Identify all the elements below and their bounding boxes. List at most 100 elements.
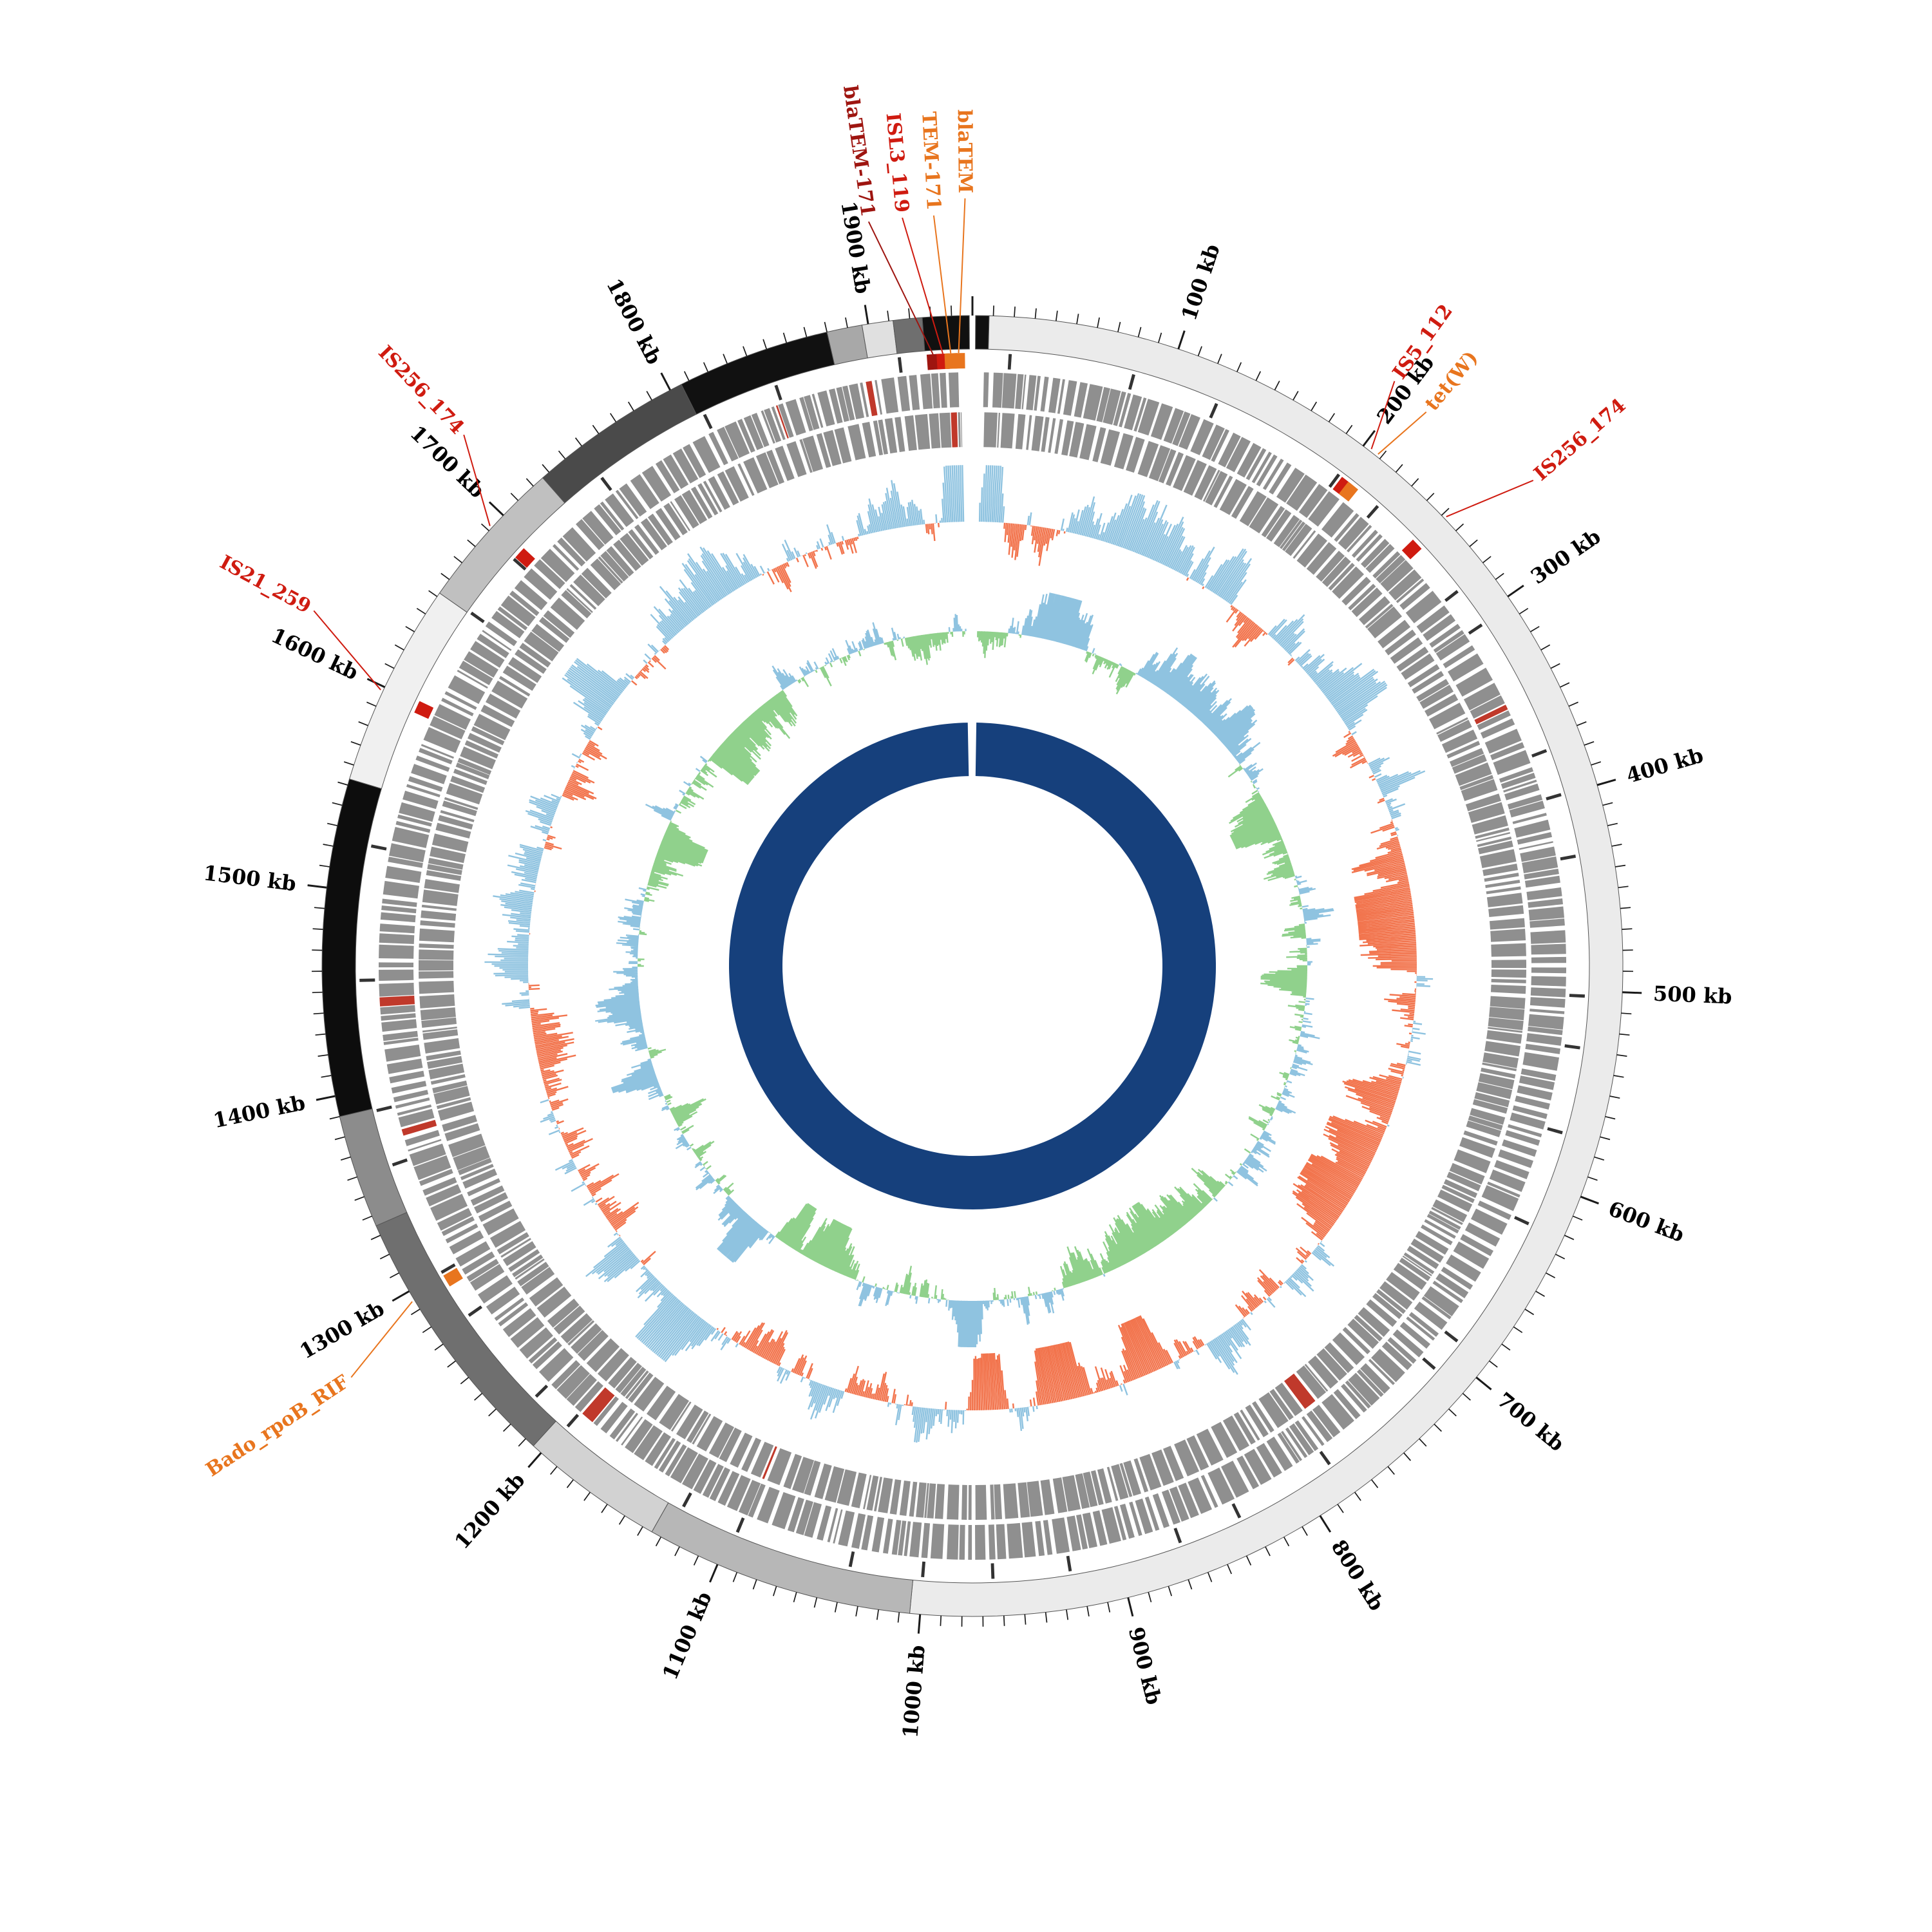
gene-block (663, 502, 688, 536)
feature-mark (440, 1263, 456, 1274)
gene-block (771, 406, 786, 440)
gene-block (764, 408, 782, 443)
gene-block (804, 1502, 822, 1538)
gene-block (1126, 437, 1145, 473)
gene-block (1463, 683, 1501, 711)
gene-block (634, 1425, 663, 1461)
feature-mark (1328, 473, 1340, 488)
gene-block (959, 1524, 965, 1560)
gene-block (1472, 1099, 1508, 1114)
gene-block (408, 1139, 442, 1151)
gene-block (590, 558, 621, 591)
gene-block (1476, 832, 1511, 842)
gene-block (609, 1408, 636, 1440)
gene-block (426, 1184, 462, 1207)
gene-block (1040, 376, 1049, 412)
gene-block (1341, 1383, 1367, 1413)
gene-block (683, 444, 706, 478)
gene-block (556, 1365, 590, 1399)
gene-block (498, 676, 531, 697)
gene-block (1129, 1501, 1142, 1537)
gene-block (532, 1341, 562, 1369)
gene-block (1368, 1359, 1395, 1385)
gene-block (1057, 379, 1065, 414)
gene-block (1486, 893, 1523, 907)
gene-block (968, 1525, 972, 1560)
gene-block (1443, 645, 1475, 668)
gene-block (1151, 1449, 1174, 1486)
gene-block (909, 1481, 918, 1517)
gene-block (641, 466, 672, 502)
gene-block (460, 1164, 494, 1180)
gene-block (1003, 1483, 1019, 1519)
gene-block (1478, 840, 1513, 855)
gene-block (1294, 1420, 1319, 1452)
gene-block (1512, 813, 1547, 824)
gene-block (502, 665, 536, 691)
gene-block (929, 413, 941, 449)
gene-block (741, 1437, 762, 1472)
gene-block (975, 1484, 987, 1520)
gene-block (438, 815, 473, 830)
gene-block (860, 383, 869, 417)
gene-block (751, 413, 770, 448)
gene-block (426, 1050, 461, 1061)
karyotype-segment (893, 317, 925, 354)
gene-block (500, 595, 536, 627)
gene-block (833, 1509, 843, 1544)
gene-block (1026, 415, 1032, 450)
gene-block (392, 827, 430, 848)
feature-mark (513, 558, 527, 571)
gene-block (453, 1146, 490, 1171)
gene-block (862, 422, 876, 458)
feature-mark (1066, 1555, 1072, 1572)
gene-block (1324, 1342, 1354, 1374)
gene-block (1358, 1307, 1390, 1337)
gene-block (1296, 533, 1327, 568)
gene-block (433, 1086, 470, 1104)
gene-block (419, 960, 453, 971)
gene-block (816, 433, 831, 468)
gene-block (427, 864, 462, 875)
gene-block (1302, 1416, 1325, 1446)
gene-block (658, 1440, 681, 1473)
gene-block (1429, 623, 1461, 648)
gene-block (581, 567, 612, 599)
gene-block (1119, 1504, 1135, 1539)
gene-block (1076, 1514, 1088, 1549)
gene-block (1111, 1464, 1129, 1500)
gene-block (462, 1168, 497, 1189)
gene-block (510, 1317, 545, 1348)
gene-block (457, 1157, 492, 1175)
gene-block (783, 1454, 802, 1490)
gene-block (676, 1405, 703, 1439)
gene-block (1416, 679, 1450, 702)
gene-block (419, 971, 454, 979)
gene-block (1345, 1380, 1371, 1409)
gene-block (1334, 513, 1359, 542)
gene-block (881, 377, 899, 414)
annotation-label-ISL3_119: ISL3_119 (881, 112, 913, 214)
gene-block (1446, 1171, 1481, 1191)
gene-block (924, 1482, 929, 1518)
gene-block (1441, 729, 1478, 753)
gene-block (597, 1348, 629, 1382)
annotation-mark-IS256_174-right (1401, 539, 1422, 560)
gene-block (1174, 1439, 1200, 1477)
gene-block (1487, 1181, 1520, 1198)
gene-block (1408, 1312, 1439, 1337)
gene-block (1490, 918, 1525, 930)
gene-block (471, 726, 505, 746)
gene-block (1367, 606, 1402, 639)
gene-block (1150, 403, 1173, 440)
gene-block (393, 1090, 429, 1103)
gene-block (1381, 1341, 1412, 1370)
gene-block (1054, 419, 1063, 454)
feature-mark (1319, 1450, 1331, 1466)
feature-mark (990, 1563, 995, 1579)
feature-mark (1366, 505, 1379, 519)
gene-block (1512, 1105, 1548, 1119)
gene-block (1277, 1432, 1300, 1464)
gene-block (842, 385, 855, 421)
gene-block (1371, 1349, 1405, 1383)
